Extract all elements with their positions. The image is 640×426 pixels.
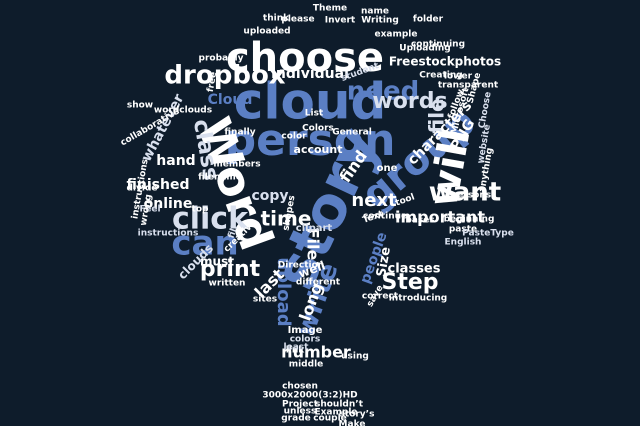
word-cloud-word: fill bbox=[227, 224, 241, 239]
word-cloud-word: Cloud bbox=[208, 92, 253, 108]
word-cloud-word: continuing bbox=[411, 40, 465, 50]
word-cloud-word: individual bbox=[271, 66, 349, 82]
word-cloud-word: Creating bbox=[419, 71, 462, 81]
word-cloud-word: correct bbox=[362, 292, 399, 302]
word-cloud-word: next bbox=[351, 190, 397, 211]
word-cloud-word: example bbox=[375, 30, 418, 40]
word-cloud-word: PasteType bbox=[462, 229, 514, 239]
word-cloud-word: Theme bbox=[313, 4, 347, 14]
word-cloud-word: Freestockphotos bbox=[389, 55, 501, 69]
word-cloud-word: number bbox=[281, 343, 351, 362]
word-cloud-word: show bbox=[127, 101, 153, 111]
word-cloud-word: Image bbox=[288, 325, 323, 336]
word-cloud-word: time bbox=[261, 207, 312, 231]
word-cloud-word: persons bbox=[451, 191, 491, 201]
word-cloud-word: online bbox=[144, 196, 193, 212]
word-cloud-word: shouldn’t bbox=[315, 400, 364, 410]
word-cloud-word: finally bbox=[224, 128, 255, 138]
word-cloud-word: continue bbox=[363, 212, 407, 222]
word-cloud-word: upload bbox=[273, 257, 294, 326]
word-cloud-word: name bbox=[361, 7, 389, 17]
word-cloud-word: top bbox=[192, 205, 209, 215]
word-cloud-word: lower bbox=[444, 72, 473, 82]
word-cloud-word: filename bbox=[198, 173, 242, 183]
word-cloud-word: File bbox=[304, 228, 323, 261]
word-cloud-word: Choose bbox=[477, 91, 493, 129]
word-cloud-word: can bbox=[171, 224, 238, 264]
word-cloud-word: link bbox=[286, 346, 306, 356]
word-cloud-word: dropbox bbox=[164, 61, 285, 91]
word-cloud-word: List bbox=[305, 109, 324, 119]
word-cloud-word: hand bbox=[156, 153, 195, 169]
word-cloud-word: different bbox=[296, 278, 341, 288]
word-cloud-word: folder bbox=[413, 15, 444, 25]
word-cloud-word: beginning bbox=[444, 215, 495, 225]
word-cloud-word: want bbox=[429, 178, 502, 208]
word-cloud-word: Step bbox=[381, 270, 438, 295]
word-cloud-word: written bbox=[209, 279, 246, 289]
word-cloud-word: one bbox=[377, 163, 398, 174]
word-cloud-word: story’s bbox=[340, 410, 375, 420]
word-cloud-word: Project bbox=[282, 400, 319, 410]
word-cloud-word: please bbox=[281, 15, 314, 25]
word-cloud-word: Direction bbox=[278, 261, 324, 271]
word-cloud-word: English bbox=[445, 238, 482, 248]
word-cloud-word: file bbox=[425, 98, 449, 133]
word-cloud-word: print bbox=[200, 257, 261, 282]
word-cloud-word: couple bbox=[313, 414, 347, 424]
word-cloud-word: paste bbox=[449, 225, 477, 235]
word-cloud-word: clipart bbox=[296, 223, 333, 234]
word-cloud-word: least bbox=[284, 343, 310, 353]
word-cloud-word: members bbox=[213, 160, 260, 170]
word-cloud-word: words bbox=[372, 89, 447, 114]
word-cloud-word: uploaded bbox=[243, 27, 290, 37]
word-cloud-word: important bbox=[395, 208, 485, 227]
word-cloud-word: instructions bbox=[138, 229, 199, 239]
word-cloud-word: Feel bbox=[139, 205, 160, 215]
word-cloud-word: middle bbox=[289, 360, 324, 370]
word-cloud-word: choose bbox=[226, 35, 384, 81]
word-cloud-word: Uploading bbox=[399, 44, 450, 54]
word-cloud-word: bases bbox=[405, 216, 434, 226]
word-cloud-word: Make bbox=[339, 420, 366, 426]
word-cloud-word: finished bbox=[127, 177, 190, 193]
word-cloud-word: cloud bbox=[234, 73, 387, 131]
word-cloud-word: Colors bbox=[302, 124, 334, 134]
word-cloud-word: grade bbox=[281, 414, 311, 424]
word-cloud-word: copy bbox=[251, 188, 288, 204]
word-cloud-word: person bbox=[225, 115, 396, 166]
word-cloud-word: color bbox=[281, 132, 307, 142]
word-cloud-word: free bbox=[206, 71, 219, 93]
word-cloud-word: introducing bbox=[389, 294, 448, 304]
word-cloud-word: wordclouds bbox=[154, 106, 212, 116]
word-cloud-word: need bbox=[347, 77, 419, 107]
word-cloud-word: unless bbox=[284, 407, 317, 417]
word-cloud-word: sites bbox=[253, 295, 277, 305]
word-cloud-word: Size bbox=[374, 246, 394, 279]
word-cloud-word: Invert bbox=[325, 16, 356, 26]
word-cloud-word: chosen bbox=[282, 382, 318, 392]
word-cloud-word: using bbox=[341, 352, 369, 362]
word-cloud-word: probably bbox=[199, 54, 244, 64]
word-cloud-word: click bbox=[172, 202, 249, 237]
word-cloud-word: must bbox=[200, 255, 234, 269]
word-cloud-word: Example bbox=[314, 408, 357, 418]
word-cloud-word: think bbox=[263, 14, 290, 24]
word-cloud-word: 3000x2000(3:2)HD bbox=[262, 391, 357, 401]
word-cloud-word: divide bbox=[126, 184, 157, 194]
word-cloud-word: Writing bbox=[361, 16, 399, 26]
word-cloud-word: General bbox=[332, 128, 372, 138]
word-cloud-word: transparent bbox=[438, 81, 499, 91]
word-cloud-word: colors bbox=[290, 335, 321, 345]
word-cloud-word: classes bbox=[388, 262, 441, 277]
word-cloud-word: account bbox=[294, 143, 343, 156]
